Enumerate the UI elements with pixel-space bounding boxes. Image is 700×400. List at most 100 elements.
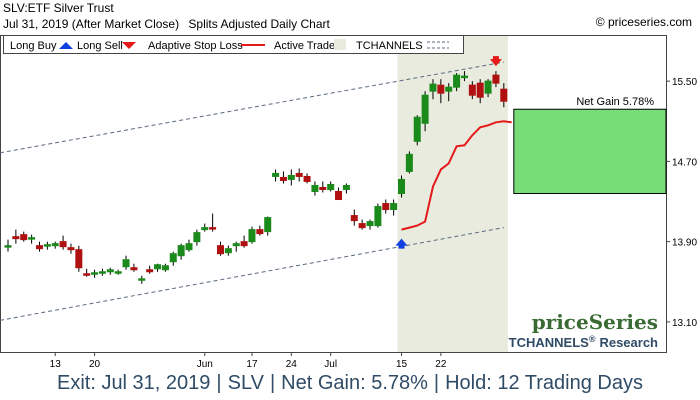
candle	[59, 235, 67, 250]
y-tick-label: 14.70	[672, 157, 697, 168]
sell-signal-arrow-icon	[489, 56, 502, 67]
y-tick-label: 13.90	[672, 238, 697, 249]
candle	[216, 241, 224, 256]
candle	[146, 265, 154, 274]
candle-body	[154, 264, 162, 270]
candle-body	[272, 172, 280, 177]
candle-body	[303, 175, 311, 182]
candle-body	[122, 259, 130, 268]
brand-tagline: TCHANNELS® Research	[509, 334, 658, 350]
x-tick-label: 15	[396, 359, 408, 370]
legend: Long Buy Long Sell Adaptive Stop Loss Ac…	[3, 35, 464, 54]
copyright-notice: © priceseries.com	[595, 15, 692, 29]
legend-tchannels: TCHANNELS	[356, 40, 423, 52]
legend-active-trade: Active Trade	[274, 40, 335, 52]
candle	[43, 241, 51, 250]
candle-body	[67, 247, 75, 251]
candle	[390, 199, 398, 216]
footer-exit: Exit: Jul 31, 2019	[56, 372, 211, 394]
candle-body	[468, 84, 476, 96]
candle	[224, 245, 232, 256]
candle	[98, 268, 106, 276]
candle-body	[413, 116, 421, 142]
candle	[342, 183, 350, 194]
x-axis: 13 20 Jun 17 24 Jul 15 22	[50, 352, 447, 370]
candle	[405, 151, 413, 174]
candle-body	[177, 245, 185, 257]
candle	[4, 239, 12, 252]
buy-signal-arrow-icon	[395, 238, 408, 249]
candle	[500, 83, 508, 108]
candle	[75, 245, 83, 272]
candle-body	[201, 227, 209, 231]
candle	[122, 255, 130, 270]
candle-body	[279, 176, 287, 181]
candle	[350, 209, 358, 226]
brand-logo: priceSeries	[532, 310, 658, 334]
candle	[335, 187, 343, 201]
candle-body	[130, 267, 138, 271]
candle-body	[319, 186, 327, 190]
candle	[311, 181, 319, 196]
x-tick-label: 22	[435, 359, 447, 370]
candle	[264, 216, 272, 236]
footer-net-gain: Net Gain: 5.78%	[281, 372, 428, 394]
candle	[256, 225, 264, 236]
candle	[437, 79, 445, 104]
candle-body	[224, 248, 232, 254]
candle	[287, 169, 295, 186]
candle-body	[382, 203, 390, 211]
chart-date: Jul 31, 2019 (After Market Close)	[3, 17, 180, 31]
candle-body	[98, 271, 106, 274]
candle	[429, 79, 437, 100]
candle	[445, 83, 453, 102]
candle	[161, 263, 169, 272]
candle-body	[114, 271, 122, 274]
candle-body	[445, 86, 453, 92]
candle-body	[232, 243, 240, 247]
candle	[185, 239, 193, 252]
chart-kind: Splits Adjusted Daily Chart	[188, 17, 330, 31]
candle	[67, 243, 75, 254]
candle	[453, 73, 461, 92]
candle-body	[476, 82, 484, 98]
candle-body	[358, 223, 366, 229]
candle-body	[405, 153, 413, 172]
candle-body	[161, 265, 169, 271]
legend-long-buy: Long Buy	[10, 40, 57, 52]
trade-signals	[395, 56, 502, 249]
candle-body	[453, 74, 461, 88]
candle-body	[264, 217, 272, 233]
candle	[28, 234, 36, 244]
candle	[232, 241, 240, 252]
candle	[83, 268, 91, 277]
candle	[319, 181, 327, 193]
candle	[327, 181, 335, 192]
candle-body	[287, 174, 295, 180]
candle-body	[429, 83, 437, 92]
x-tick-label: Jun	[197, 359, 213, 370]
candle-body	[20, 234, 28, 241]
legend-frame	[3, 35, 464, 54]
channel-upper-line	[0, 61, 504, 154]
candle-body	[146, 269, 154, 273]
candle-body	[216, 245, 224, 255]
candle-body	[342, 184, 350, 190]
candle	[303, 173, 311, 184]
active-trade-swatch	[334, 39, 346, 50]
candle	[35, 241, 43, 252]
candle	[484, 79, 492, 98]
candle	[177, 243, 185, 260]
adaptive-stop-loss-line	[401, 120, 512, 231]
candle	[295, 168, 303, 182]
legend-long-sell: Long Sell	[77, 40, 123, 52]
candle-body	[91, 272, 99, 275]
candle-body	[185, 243, 193, 251]
candle	[169, 251, 177, 266]
candle	[106, 267, 114, 275]
candle-body	[35, 245, 43, 250]
candle-body	[169, 253, 177, 263]
candle-body	[240, 241, 248, 247]
candle-body	[248, 229, 256, 243]
y-axis: 15.50 14.70 13.90 13.10	[666, 77, 697, 329]
